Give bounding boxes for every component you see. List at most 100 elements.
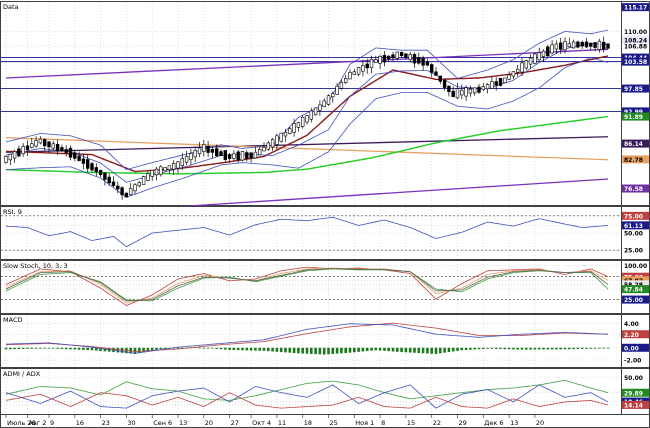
macd-histogram-bar [404, 347, 408, 353]
macd-histogram-bar [572, 347, 575, 350]
macd-histogram-bar [348, 347, 352, 353]
pane-2-series-1 [5, 267, 609, 304]
candle-down [120, 187, 124, 196]
macd-histogram-bar [361, 347, 365, 352]
candle-up [154, 168, 159, 176]
pane-2-series-3 [5, 268, 609, 302]
pane-3-axis-label-1-bg [622, 330, 649, 339]
candle-down [498, 78, 503, 86]
x-tick-label-9: 27 [231, 419, 239, 427]
pane-4-series-0 [5, 379, 609, 401]
macd-histogram-bar [417, 347, 421, 353]
price-axis-label-0-bg [622, 3, 649, 12]
candle-up [193, 150, 197, 158]
price-axis-label-5: 103.58 [622, 57, 649, 66]
macd-histogram-bar [357, 347, 360, 352]
macd-histogram-bar [292, 347, 296, 353]
candle-down [558, 42, 563, 50]
candle-up [313, 107, 318, 116]
macd-histogram-bar [451, 347, 455, 352]
candle-up [300, 117, 305, 127]
candle-down [68, 147, 73, 158]
candle-up [322, 100, 326, 108]
macd-histogram-bar [516, 347, 519, 350]
candle-up [520, 62, 524, 73]
pane-1-axis-label-1-bg [622, 221, 649, 230]
pane-2-axis-label-5: 25.00 [622, 295, 649, 304]
x-tick-label-16: 15 [407, 419, 415, 427]
price-trendline-1 [126, 178, 609, 211]
macd-histogram-bar [378, 347, 382, 351]
pane-3-axis-label-0-text: 4.00 [624, 321, 639, 328]
candle-up [378, 56, 382, 64]
pane-2-axis-label-4-text: 47.84 [624, 287, 643, 294]
pane-4-title: ADMI / ADX [3, 370, 41, 378]
macd-histogram-bar [443, 347, 446, 353]
macd-histogram-bar [318, 347, 322, 355]
candle-down [438, 75, 442, 82]
candle-down [447, 85, 451, 93]
macd-histogram-bar [138, 347, 141, 354]
x-tick-label-17: 22 [433, 419, 441, 427]
bollinger-middle [5, 42, 609, 183]
price-axis-label-8-text: 91.89 [624, 114, 643, 121]
candle-down [576, 41, 580, 48]
macd-histogram-bar [279, 347, 283, 353]
pane-4-axis-label-3-text: 14.14 [624, 403, 643, 410]
price-axis-label-10-text: 82.78 [624, 157, 643, 164]
pane-2-title: Slow Stoch, 10, 3, 3 [3, 262, 68, 270]
candle-up [129, 187, 133, 195]
macd-histogram-bar [370, 347, 373, 351]
pane-1-axis-label-2: 50.00 [624, 231, 643, 238]
pane-3-axis-label-2: 0.00 [622, 343, 649, 352]
candle-up [533, 53, 537, 64]
macd-histogram-bar [284, 347, 287, 353]
price-axis-label-8: 91.89 [622, 112, 649, 121]
price-axis-label-8-bg [622, 112, 649, 121]
pane-3-axis-label-2-text: 0.00 [624, 345, 639, 352]
macd-histogram-bar [236, 347, 240, 351]
candle-up [141, 176, 146, 185]
candle-up [550, 44, 554, 54]
pane-3-axis-label-1: 2.20 [622, 330, 649, 339]
macd-histogram-bar [464, 347, 468, 350]
x-tick-label-1: Авг 2 [29, 419, 47, 427]
candle-up [490, 81, 494, 89]
price-axis-label-11: 76.58 [622, 184, 649, 193]
candle-up [567, 43, 572, 48]
candle-up [356, 67, 361, 75]
candle-up [361, 65, 365, 72]
macd-histogram-bar [593, 347, 597, 349]
candle-up [189, 153, 193, 160]
macd-histogram-bar [301, 347, 304, 354]
macd-histogram-bar [90, 347, 94, 351]
candle-down [494, 81, 498, 86]
x-tick-label-5: 30 [127, 419, 135, 427]
price-axis-label-10-bg [622, 155, 649, 164]
price-axis-label-4-bg [622, 53, 649, 62]
bollinger-lower [5, 57, 609, 198]
macd-histogram-bar [469, 347, 472, 350]
macd-histogram-bar [219, 347, 223, 350]
pane-1-axis-label-2-text: 50.00 [624, 231, 643, 238]
x-tick-label-21: 20 [536, 419, 544, 427]
macd-histogram-bar [576, 347, 580, 350]
pane-2-axis-label-4: 47.84 [622, 285, 649, 294]
candle-up [468, 88, 473, 94]
macd-histogram-bar [52, 347, 55, 349]
price-trendline-2 [5, 136, 609, 153]
candle-up [296, 122, 301, 128]
macd-histogram-bar [258, 347, 261, 351]
candle-up [485, 84, 490, 90]
macd-histogram-bar [365, 347, 369, 352]
macd-histogram-bar [13, 347, 16, 350]
macd-histogram-bar [262, 347, 266, 351]
candle-down [399, 52, 404, 56]
candle-up [554, 43, 559, 50]
pane-4-axis-label-3: 14.14 [622, 400, 649, 410]
candle-down [451, 90, 455, 98]
candle-up [137, 182, 141, 187]
price-axis-label-2: 108.24 [622, 35, 649, 44]
candle-down [606, 43, 610, 49]
candle-up [253, 151, 258, 159]
